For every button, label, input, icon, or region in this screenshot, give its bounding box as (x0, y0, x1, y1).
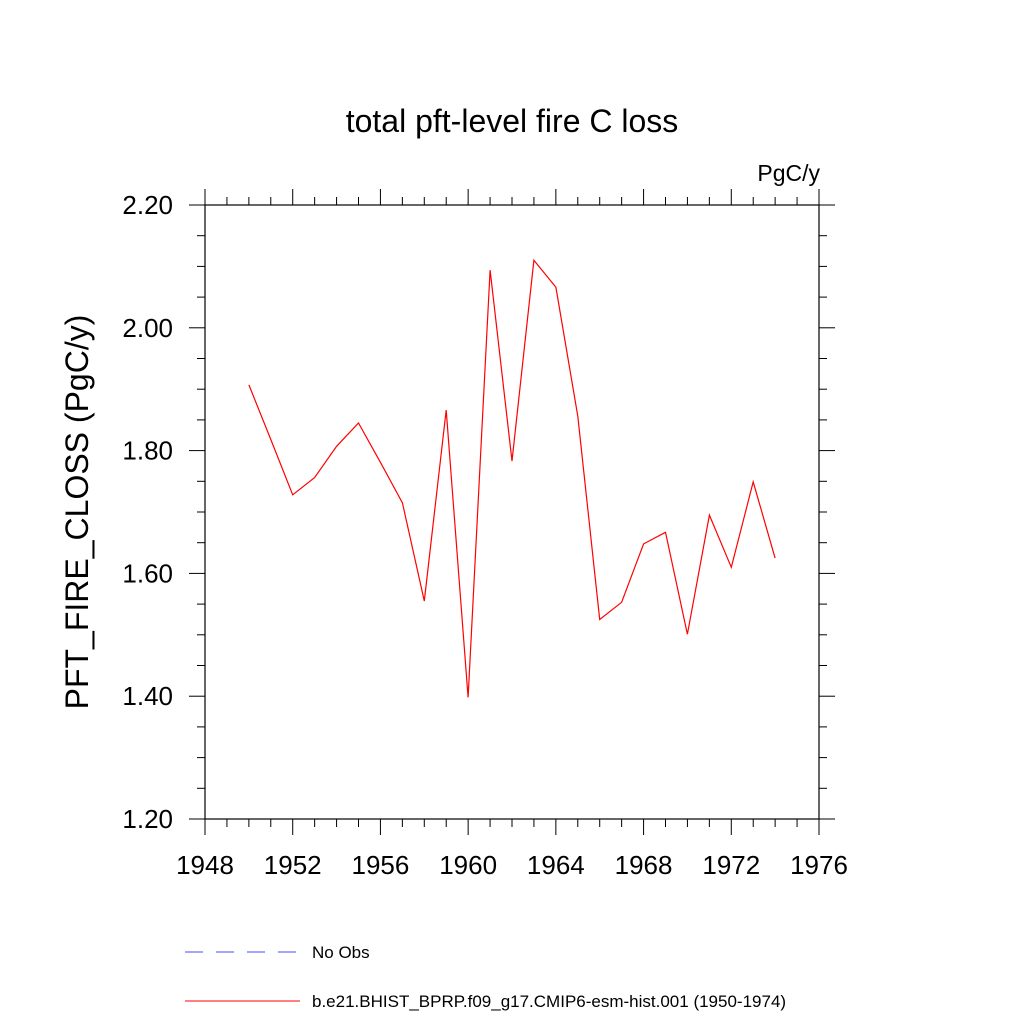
plot-frame (204, 204, 820, 820)
x-tick-label: 1976 (790, 850, 848, 880)
y-tick-label: 2.20 (122, 190, 173, 220)
series-group (248, 258, 776, 698)
y-axis-label: PFT_FIRE_CLOSS (PgC/y) (59, 315, 95, 710)
axis-ticks (189, 189, 835, 835)
axis-tick-labels: 1948 1952 1956 1960 1964 1968 1972 1976 1.20 1.40… (122, 190, 848, 880)
x-tick-label: 1972 (702, 850, 760, 880)
x-tick-label: 1964 (527, 850, 585, 880)
series-line (248, 258, 776, 698)
legend: No Obs b.e21.BHIST_BPRP.f09_g17.CMIP6-esm… (185, 943, 786, 1011)
x-tick-label: 1968 (615, 850, 673, 880)
y-tick-label: 1.60 (122, 558, 173, 588)
legend-label: b.e21.BHIST_BPRP.f09_g17.CMIP6-esm-hist.… (312, 992, 786, 1011)
y-tick-label: 1.80 (122, 436, 173, 466)
x-tick-label: 1960 (439, 850, 497, 880)
y-tick-label: 1.40 (122, 681, 173, 711)
y-tick-label: 1.20 (122, 804, 173, 834)
x-tick-label: 1948 (176, 850, 234, 880)
x-tick-label: 1952 (264, 850, 322, 880)
y-tick-label: 2.00 (122, 313, 173, 343)
units-label: PgC/y (757, 160, 820, 186)
chart-title: total pft-level fire C loss (346, 103, 679, 139)
x-tick-label: 1956 (352, 850, 410, 880)
legend-label: No Obs (312, 943, 370, 962)
